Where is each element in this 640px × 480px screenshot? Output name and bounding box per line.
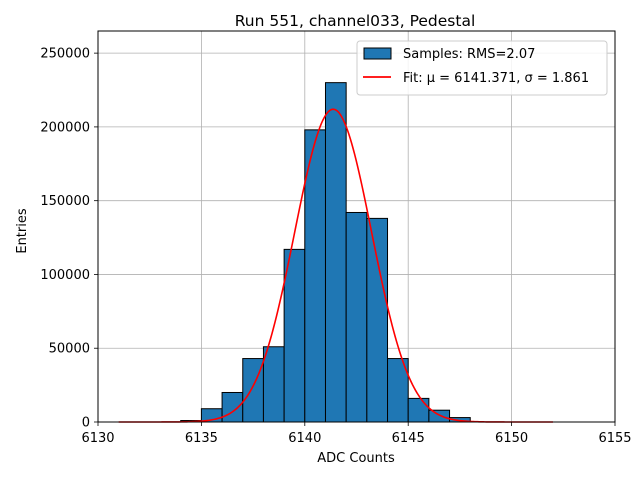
x-axis-ticks: 6130 6135 6140 6145 6150 6155 <box>81 422 632 446</box>
x-tick-label: 6145 <box>392 431 425 446</box>
y-tick-label: 200000 <box>40 120 90 135</box>
x-tick-label: 6150 <box>495 431 528 446</box>
y-axis-ticks: 0 50000 100000 150000 200000 250000 <box>40 47 98 431</box>
x-tick-label: 6140 <box>288 431 321 446</box>
x-tick-label: 6155 <box>598 431 631 446</box>
x-axis-label: ADC Counts <box>317 451 395 466</box>
plot-frame <box>97 30 616 423</box>
x-tick-label: 6130 <box>81 431 114 446</box>
chart-title: Run 551, channel033, Pedestal <box>235 12 476 30</box>
histogram-bar <box>428 409 451 423</box>
legend-swatch-samples <box>363 47 392 60</box>
histogram-bar <box>366 217 389 423</box>
histogram-bar <box>283 248 306 423</box>
y-tick-label: 150000 <box>40 194 90 209</box>
histogram-bar <box>345 211 368 423</box>
histogram-bar <box>304 129 326 423</box>
legend-label-fit: Fit: μ = 6141.371, σ = 1.861 <box>403 71 589 86</box>
histogram-bar <box>221 391 244 423</box>
legend: Samples: RMS=2.07 Fit: μ = 6141.371, σ =… <box>356 40 608 96</box>
y-tick-label: 250000 <box>40 47 90 62</box>
y-tick-label: 0 <box>82 416 90 431</box>
legend-label-samples: Samples: RMS=2.07 <box>403 47 535 62</box>
x-tick-label: 6135 <box>185 431 218 446</box>
histogram-bar <box>407 397 430 423</box>
y-axis-label: Entries <box>15 208 30 254</box>
legend-box <box>356 40 608 96</box>
histogram-bar <box>262 346 285 423</box>
y-tick-label: 50000 <box>49 342 90 357</box>
histogram-bars <box>180 82 471 423</box>
histogram-bar <box>324 82 347 423</box>
y-tick-label: 100000 <box>40 268 90 283</box>
